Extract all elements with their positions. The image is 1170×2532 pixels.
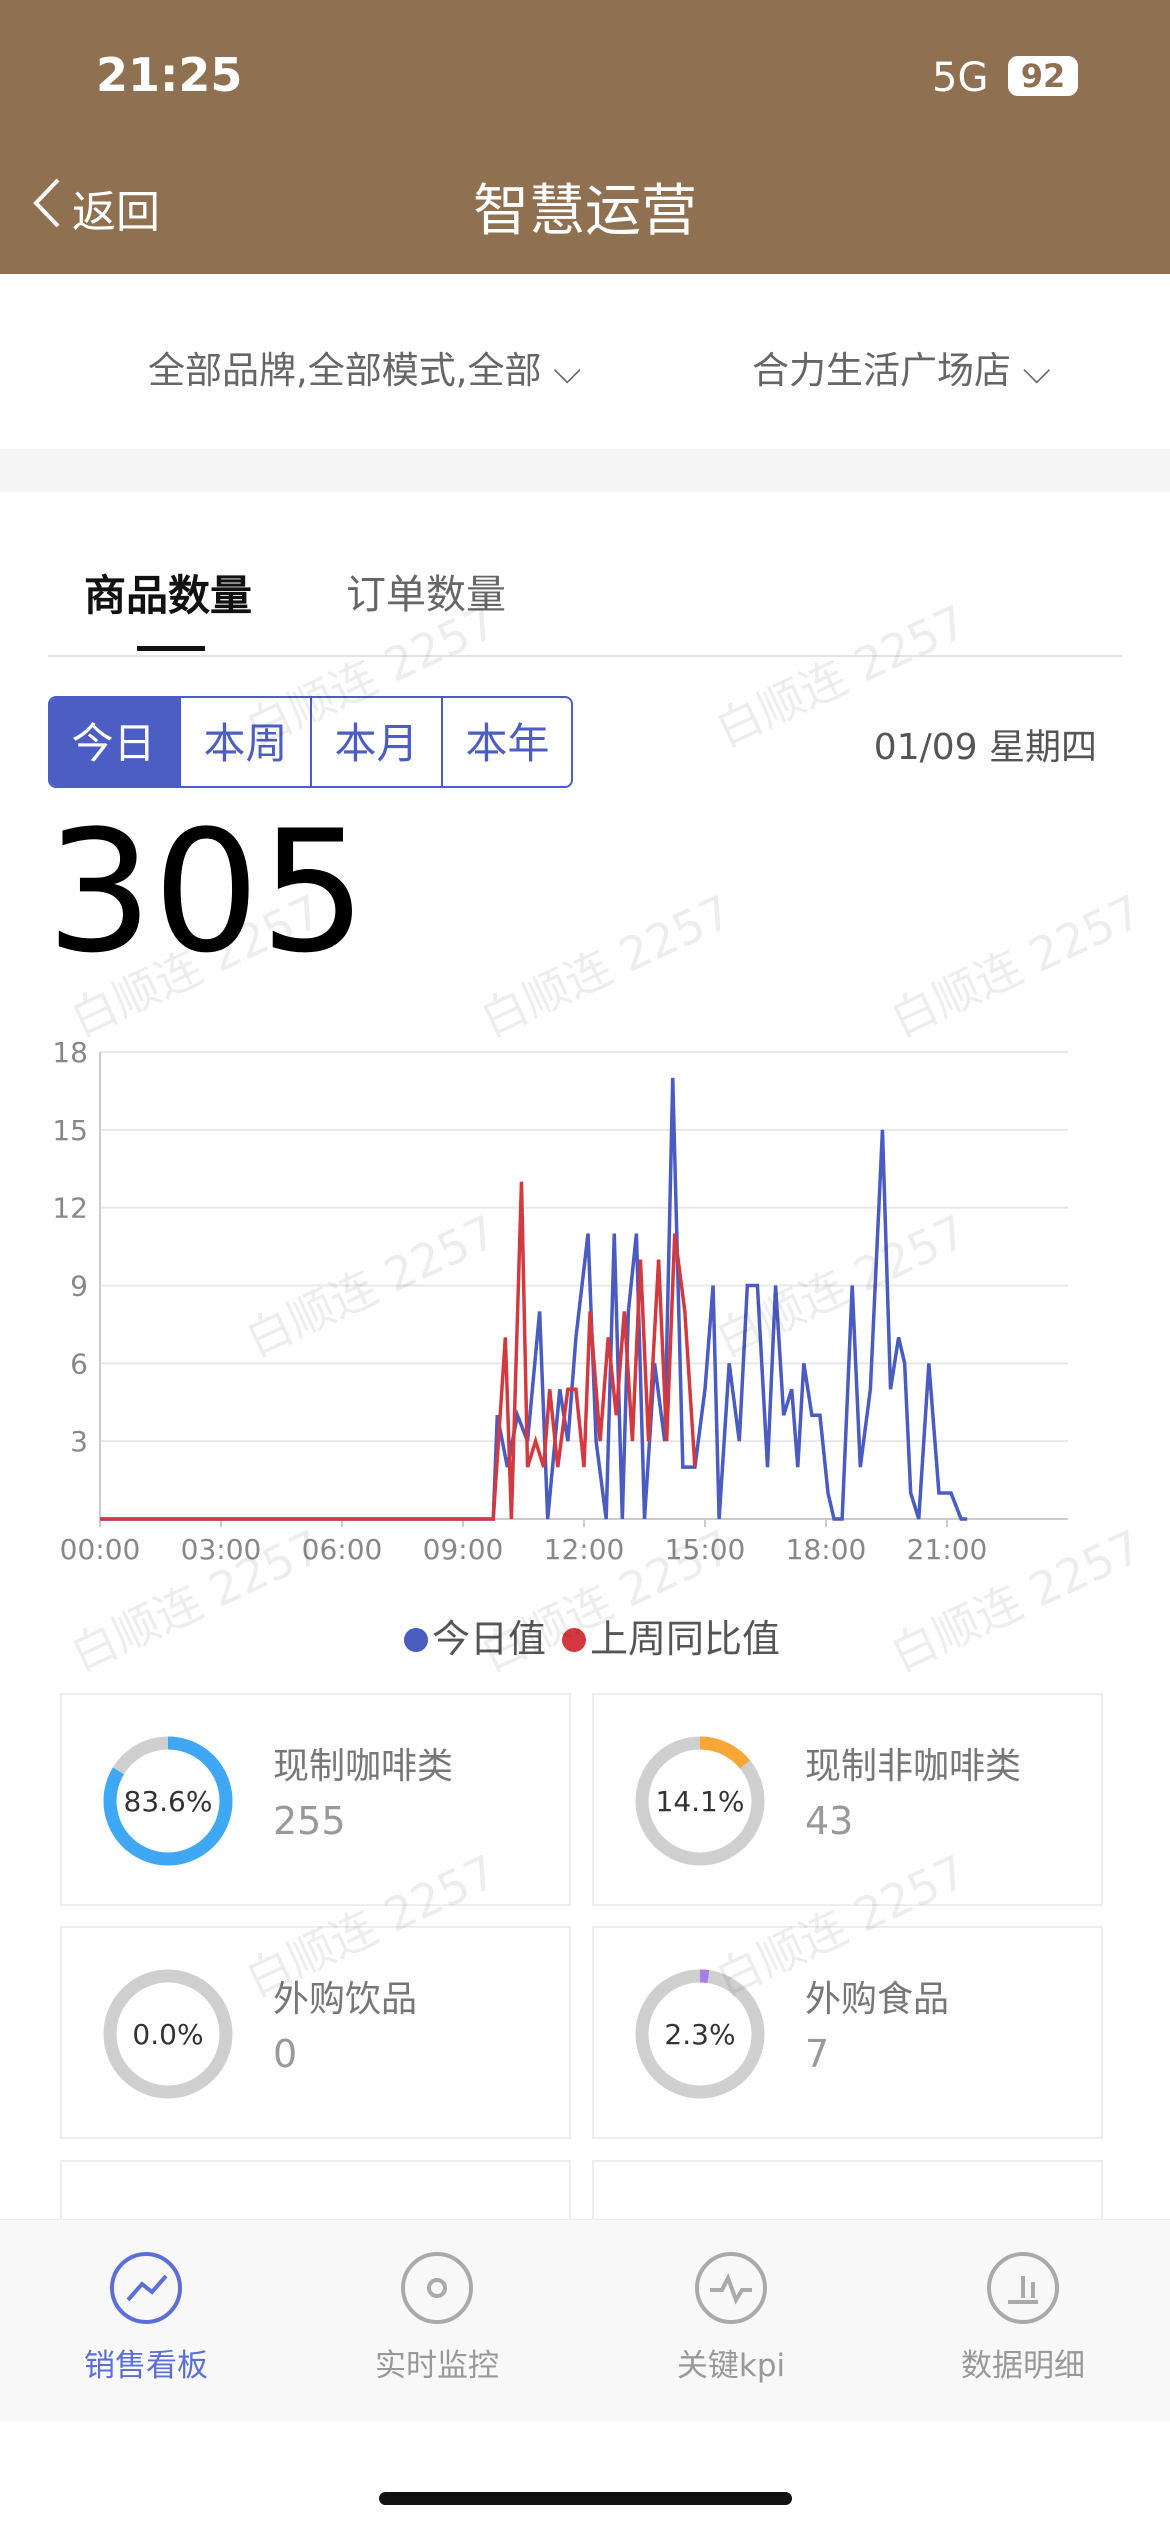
- x-tick-label: 15:00: [665, 1533, 746, 1566]
- status-time: 21:25: [96, 48, 243, 102]
- x-tick-label: 00:00: [60, 1533, 141, 1566]
- period-button[interactable]: 本月: [310, 698, 441, 786]
- date-label: 01/09 星期四: [873, 727, 1097, 768]
- donut-arc: [635, 1736, 765, 1866]
- x-tick-label: 06:00: [302, 1533, 383, 1566]
- series-line: [100, 1181, 697, 1521]
- period-button[interactable]: 今日: [50, 698, 179, 786]
- x-tick-label: 03:00: [181, 1533, 262, 1566]
- nav-icon[interactable]: [110, 2252, 182, 2324]
- donut-track: [103, 1969, 233, 2099]
- card-count: 255: [273, 1799, 346, 1843]
- y-tick-label: 3: [70, 1425, 88, 1458]
- category-card[interactable]: 14.1% 现制非咖啡类 43: [592, 1693, 1103, 1906]
- tab-divider: [48, 655, 1122, 657]
- period-button[interactable]: 本年: [441, 698, 571, 786]
- nav-label[interactable]: 实时监控: [375, 2348, 499, 2384]
- header-bar: [0, 0, 1170, 274]
- nav-icon[interactable]: [401, 2252, 473, 2324]
- status-battery: 92: [1008, 56, 1078, 96]
- series-line: [100, 1077, 968, 1521]
- card-count: 43: [805, 1799, 854, 1843]
- store-filter[interactable]: 合力生活广场店 ⌵: [752, 349, 1051, 392]
- nav-label[interactable]: 销售看板: [84, 2348, 208, 2384]
- line-chart: 3 6 9 12 15 18 00:00 03:00 06:00 09:00 12:00 15:00 1…: [52, 1036, 1068, 1661]
- x-tick-label: 12:00: [544, 1533, 625, 1566]
- donut-arc: [103, 1736, 233, 1866]
- category-card[interactable]: 0.0% 外购饮品 0: [60, 1926, 571, 2139]
- back-button[interactable]: 返回: [72, 187, 160, 238]
- donut-label: 83.6%: [124, 1785, 213, 1818]
- card-name: 外购饮品: [273, 1979, 418, 2020]
- nav-icon[interactable]: [987, 2252, 1059, 2324]
- tab-underline: [137, 646, 205, 651]
- donut: 0.0%: [103, 1969, 233, 2099]
- status-network: 5G: [932, 55, 989, 101]
- donut-label: 0.0%: [132, 2018, 203, 2051]
- divider-band: [0, 449, 1170, 492]
- nav-icons: [110, 2252, 1059, 2324]
- donut: 83.6%: [103, 1736, 233, 1866]
- card-count: 0: [273, 2032, 298, 2076]
- brand-filter[interactable]: 全部品牌,全部模式,全部 ⌵: [148, 349, 582, 392]
- home-indicator: [379, 2492, 792, 2505]
- donut: 14.1%: [635, 1736, 765, 1866]
- legend-label: 今日值: [432, 1617, 546, 1661]
- x-tick-label: 21:00: [907, 1533, 988, 1566]
- total-value: 305: [46, 794, 367, 990]
- y-tick-label: 12: [52, 1192, 88, 1225]
- y-tick-label: 9: [70, 1270, 88, 1303]
- card-name: 现制非咖啡类: [805, 1746, 1022, 1787]
- page-title: 智慧运营: [473, 179, 697, 244]
- card-name: 外购食品: [805, 1979, 950, 2020]
- card-name: 现制咖啡类: [273, 1746, 454, 1787]
- donut: 2.3%: [635, 1969, 765, 2099]
- donut-label: 2.3%: [664, 2018, 735, 2051]
- nav-label[interactable]: 数据明细: [961, 2348, 1085, 2384]
- tab-active[interactable]: 商品数量: [84, 571, 253, 620]
- y-tick-label: 6: [70, 1347, 88, 1380]
- y-tick-label: 15: [52, 1114, 88, 1147]
- legend-label: 上周同比值: [590, 1617, 780, 1661]
- y-tick-label: 18: [52, 1036, 88, 1069]
- legend-marker: [562, 1628, 587, 1652]
- filter-text: 合力生活广场店: [752, 349, 1011, 392]
- category-card[interactable]: 83.6% 现制咖啡类 255: [60, 1693, 571, 1906]
- donut-arc: [635, 1969, 765, 2099]
- back-icon[interactable]: [28, 176, 68, 230]
- tab[interactable]: 订单数量: [346, 572, 506, 618]
- period-switch: 今日 本周 本月 本年: [48, 696, 573, 788]
- period-button[interactable]: 本周: [179, 698, 310, 786]
- x-tick-label: 09:00: [423, 1533, 504, 1566]
- card-count: 7: [805, 2032, 830, 2076]
- nav-icon[interactable]: [695, 2252, 767, 2324]
- bottom-nav: [0, 2219, 1170, 2422]
- donut-label: 14.1%: [656, 1785, 745, 1818]
- x-tick-label: 18:00: [786, 1533, 867, 1566]
- category-card[interactable]: 2.3% 外购食品 7: [592, 1926, 1103, 2139]
- legend-marker: [404, 1628, 428, 1652]
- nav-label[interactable]: 关键kpi: [676, 2348, 786, 2384]
- filter-text: 全部品牌,全部模式,全部: [148, 349, 542, 392]
